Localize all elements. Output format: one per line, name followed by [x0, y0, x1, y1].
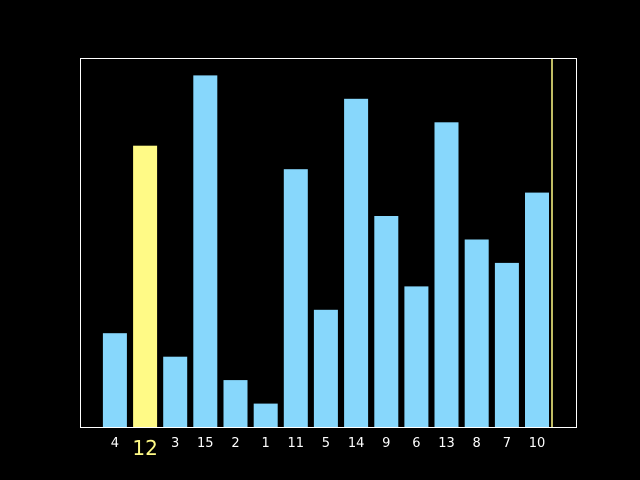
plot-frame	[80, 58, 577, 428]
bar	[283, 169, 308, 427]
bar	[464, 239, 489, 427]
x-tick-label: 1	[261, 436, 269, 451]
bar	[313, 309, 338, 427]
x-tick-label: 6	[412, 436, 420, 451]
x-tick-label: 7	[503, 436, 511, 451]
bar	[404, 286, 429, 427]
bars-group	[102, 75, 549, 428]
bar	[193, 75, 218, 428]
bar-highlighted	[133, 145, 158, 427]
x-tick-label: 14	[348, 436, 365, 451]
bar	[223, 380, 248, 427]
bar	[163, 356, 188, 427]
bar	[525, 192, 549, 427]
x-tick-label: 15	[197, 436, 214, 451]
bar	[344, 98, 369, 428]
x-tick-label: 3	[171, 436, 179, 451]
bar	[102, 333, 127, 427]
bar	[434, 122, 459, 428]
x-tick-labels: 4 12 3 15 2 1 11 5 14 9 6 13 8 7 10	[111, 436, 546, 460]
bar	[253, 403, 278, 427]
x-tick-label: 2	[231, 436, 239, 451]
x-tick-label: 8	[473, 436, 481, 451]
x-tick-label: 4	[111, 436, 119, 451]
x-tick-label: 10	[529, 436, 546, 451]
x-tick-label: 9	[382, 436, 390, 451]
bar	[494, 262, 519, 427]
x-tick-label-highlighted: 12	[132, 436, 157, 460]
bar	[374, 216, 399, 427]
x-tick-label: 11	[288, 436, 305, 451]
x-tick-label: 13	[438, 436, 455, 451]
x-tick-label: 5	[322, 436, 330, 451]
